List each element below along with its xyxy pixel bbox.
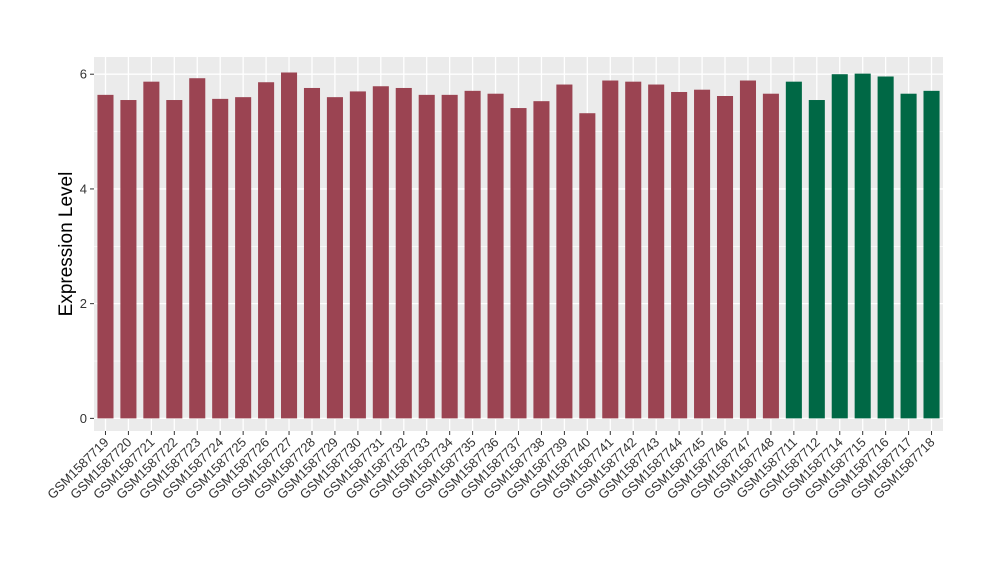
bar-GSM1587711 xyxy=(785,81,802,419)
y-tick-label: 6 xyxy=(80,67,87,82)
bar-GSM1587723 xyxy=(189,78,206,419)
bar-GSM1587738 xyxy=(533,101,550,419)
bar-GSM1587727 xyxy=(281,72,298,419)
y-tick-label: 0 xyxy=(80,411,87,426)
bar-GSM1587736 xyxy=(487,93,504,419)
bar-GSM1587735 xyxy=(464,90,481,419)
bar-GSM1587734 xyxy=(441,94,458,419)
bar-GSM1587717 xyxy=(900,93,917,419)
bar-GSM1587745 xyxy=(694,89,711,419)
bar-GSM1587744 xyxy=(671,91,688,419)
x-axis: GSM1587719GSM1587720GSM1587721GSM1587722… xyxy=(44,431,938,502)
bar-GSM1587724 xyxy=(212,98,229,419)
bar-GSM1587741 xyxy=(602,80,619,419)
bar-GSM1587737 xyxy=(510,108,527,419)
bar-GSM1587718 xyxy=(923,90,940,419)
bar-GSM1587742 xyxy=(625,81,642,419)
bar-GSM1587732 xyxy=(395,87,412,419)
bar-GSM1587730 xyxy=(349,91,366,419)
y-axis-title: Expression Level xyxy=(56,172,77,317)
bar-GSM1587746 xyxy=(716,96,734,419)
bar-GSM1587739 xyxy=(556,84,573,419)
bar-GSM1587712 xyxy=(808,100,825,419)
bar-GSM1587748 xyxy=(762,93,779,419)
bar-GSM1587733 xyxy=(418,94,435,419)
bars xyxy=(97,72,940,419)
bar-GSM1587722 xyxy=(166,100,183,419)
bar-GSM1587721 xyxy=(143,81,160,419)
bar-GSM1587729 xyxy=(326,97,343,419)
bar-GSM1587714 xyxy=(831,74,848,419)
bar-GSM1587743 xyxy=(648,84,665,419)
bar-GSM1587720 xyxy=(120,100,137,419)
bar-GSM1587716 xyxy=(877,76,894,419)
y-tick-label: 4 xyxy=(80,181,87,196)
bar-GSM1587715 xyxy=(854,73,871,419)
y-axis: 0 2 4 6 xyxy=(80,67,94,426)
bar-GSM1587719 xyxy=(97,94,114,419)
bar-GSM1587740 xyxy=(579,113,596,419)
bar-GSM1587747 xyxy=(739,80,756,419)
bar-GSM1587731 xyxy=(372,86,389,419)
bar-GSM1587726 xyxy=(258,82,275,419)
bar-GSM1587725 xyxy=(235,97,252,419)
bar-GSM1587728 xyxy=(303,87,321,419)
y-tick-label: 2 xyxy=(80,296,87,311)
